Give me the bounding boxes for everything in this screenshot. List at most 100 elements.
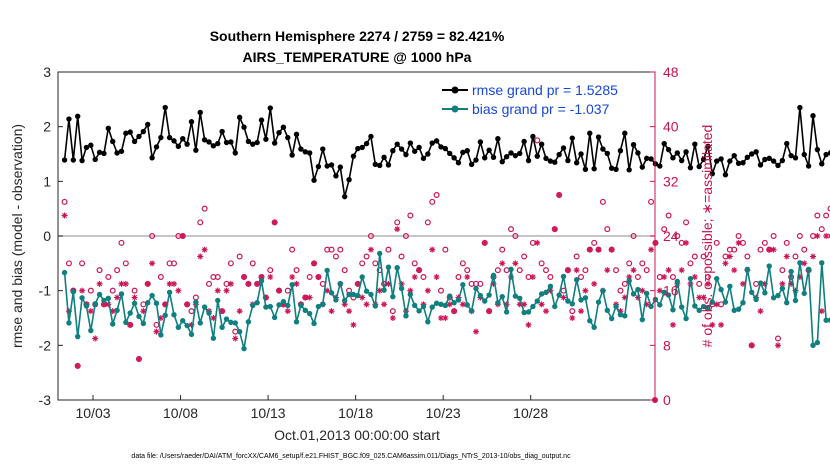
x-tick-label: 10/23 [426,405,461,421]
rmse-point [565,157,571,164]
bias-point [486,292,492,298]
bias-point [438,301,444,308]
obs-assimilated-point [61,212,68,219]
obs-possible-point [385,246,392,253]
obs-possible-point [437,287,444,294]
rmse-point [779,157,786,164]
rmse-point [534,153,540,159]
rmse-point [79,157,85,164]
obs-possible-point [214,274,221,281]
bias-point [153,300,160,306]
obs-assimilated-point [516,301,523,308]
obs-assimilated-point [810,253,817,260]
bias-point [302,307,308,314]
obs-possible-point [79,260,86,267]
obs-possible-point [153,321,160,328]
rmse-point [101,150,107,157]
obs-assimilated-point [683,239,690,246]
bias-point [604,307,610,314]
obs-possible-point [201,205,208,212]
obs-assimilated-point [446,301,453,308]
bias-point [254,299,260,306]
rmse-point [547,158,554,164]
bias-point [770,295,777,301]
obs-assimilated-point [512,260,519,267]
bias-point [350,291,357,298]
rmse-point [193,147,199,153]
y-tick-label: 2 [43,119,51,135]
bias-point [705,306,711,312]
obs-possible-point [704,274,711,281]
rmse-point [683,149,689,155]
obs-possible-point [757,246,764,253]
bias-point [363,288,370,294]
obs-assimilated-point [490,280,497,287]
obs-possible-point [823,212,830,219]
bias-point [276,302,282,308]
obs-assimilated-point [74,362,81,369]
obs-assimilated-point [306,294,313,301]
bias-point [477,292,484,299]
obs-assimilated-point [757,308,764,315]
obs-assimilated-point [669,321,676,328]
rmse-point [258,117,265,123]
obs-assimilated-point [818,308,825,315]
bias-point [184,322,190,329]
bias-point [131,300,138,306]
rmse-point [784,140,790,147]
obs-possible-point [582,267,589,274]
bias-point [123,319,129,326]
bias-point [560,273,567,280]
obs-assimilated-point [280,301,287,308]
rmse-point [197,109,203,116]
rmse-point [442,145,449,152]
rmse-point [359,144,365,151]
bias-point [390,293,396,300]
rmse-point [657,163,663,169]
bias-point [433,300,440,306]
obs-assimilated-point [65,308,72,315]
bias-point [525,309,532,315]
obs-assimilated-point [346,308,353,315]
obs-possible-point [398,253,405,260]
obs-assimilated-point [499,260,506,267]
bias-point [83,303,90,309]
obs-assimilated-point [350,321,357,328]
rmse-point [83,144,90,151]
obs-assimilated-point [726,253,733,260]
bias-point [158,332,164,338]
obs-assimilated-point [626,274,633,280]
bias-point [228,319,234,326]
bias-point [105,295,112,302]
bias-point [258,278,265,284]
obs-possible-point [665,212,672,219]
obs-assimilated-point [223,287,230,294]
bias-point [324,267,330,274]
rmse-point [376,162,383,169]
obs-possible-point [236,253,243,260]
obs-possible-point [341,267,348,274]
obs-assimilated-point [643,301,650,308]
obs-possible-point [700,253,707,260]
obs-assimilated-point [718,321,725,328]
obs-possible-point [639,260,646,267]
obs-assimilated-point [704,280,711,287]
bias-point [328,290,335,296]
obs-assimilated-point [696,294,703,301]
rmse-point [622,130,628,136]
obs-assimilated-point [792,287,799,294]
obs-assimilated-point [135,356,142,362]
bias-point [744,266,751,273]
obs-assimilated-point [801,260,808,267]
obs-possible-point [573,253,580,260]
bias-point [635,286,641,293]
obs-possible-point [494,267,501,274]
bias-point [74,333,81,340]
rmse-point [394,141,400,147]
obs-assimilated-point [709,321,716,328]
chart-subtitle: AIRS_TEMPERATURE @ 1000 hPa [243,49,472,65]
legend-box [440,79,653,121]
rmse-point [398,146,405,152]
rmse-point [709,170,716,177]
bias-point [219,324,225,330]
